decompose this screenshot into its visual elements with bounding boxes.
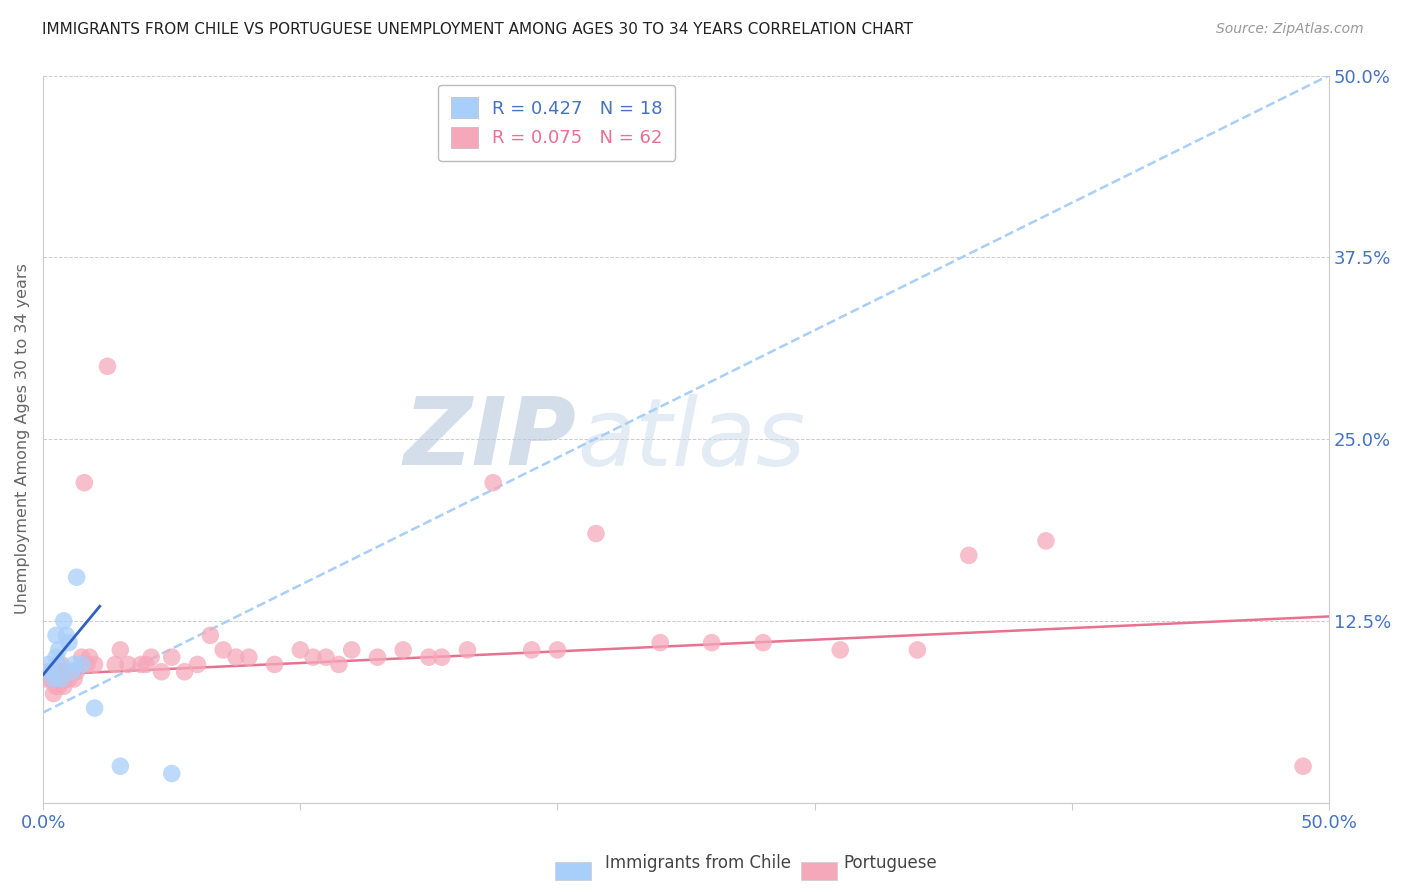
- Point: [135, 657, 157, 672]
- Point: [315, 650, 337, 665]
- Point: [63, 672, 86, 686]
- Point: [52, 679, 75, 693]
- Point: [150, 665, 173, 679]
- Point: [63, 657, 86, 672]
- Point: [65, 665, 87, 679]
- Point: [83, 657, 105, 672]
- Point: [328, 657, 350, 672]
- Point: [957, 549, 980, 563]
- Point: [45, 650, 67, 665]
- Point: [52, 665, 75, 679]
- Point: [51, 672, 73, 686]
- Point: [482, 475, 505, 490]
- Point: [650, 635, 672, 649]
- Point: [110, 643, 132, 657]
- Point: [160, 650, 183, 665]
- Point: [110, 759, 132, 773]
- Text: Source: ZipAtlas.com: Source: ZipAtlas.com: [1216, 22, 1364, 37]
- Point: [200, 628, 222, 642]
- Point: [51, 657, 73, 672]
- Point: [55, 628, 77, 642]
- Point: [546, 643, 568, 657]
- Point: [212, 643, 235, 657]
- Point: [48, 679, 70, 693]
- Point: [48, 643, 70, 657]
- Point: [173, 665, 195, 679]
- Point: [905, 643, 928, 657]
- Point: [117, 657, 139, 672]
- Point: [585, 526, 607, 541]
- Point: [42, 665, 65, 679]
- Text: ZIP: ZIP: [404, 393, 576, 485]
- Point: [76, 657, 98, 672]
- Point: [186, 657, 208, 672]
- Point: [42, 672, 65, 686]
- Point: [1292, 759, 1315, 773]
- Point: [51, 672, 73, 686]
- Point: [83, 701, 105, 715]
- Point: [60, 665, 83, 679]
- Point: [238, 650, 260, 665]
- Point: [79, 650, 101, 665]
- Y-axis label: Unemployment Among Ages 30 to 34 years: Unemployment Among Ages 30 to 34 years: [15, 264, 30, 615]
- Point: [48, 665, 70, 679]
- Point: [366, 650, 388, 665]
- Text: IMMIGRANTS FROM CHILE VS PORTUGUESE UNEMPLOYMENT AMONG AGES 30 TO 34 YEARS CORRE: IMMIGRANTS FROM CHILE VS PORTUGUESE UNEM…: [42, 22, 912, 37]
- Point: [141, 650, 163, 665]
- Point: [48, 657, 70, 672]
- Point: [37, 657, 59, 672]
- Point: [1035, 533, 1057, 548]
- Text: atlas: atlas: [576, 393, 806, 484]
- Point: [39, 665, 62, 679]
- Point: [340, 643, 363, 657]
- Point: [520, 643, 543, 657]
- Point: [263, 657, 285, 672]
- Point: [52, 614, 75, 628]
- Point: [302, 650, 325, 665]
- Point: [70, 650, 93, 665]
- Point: [35, 672, 58, 686]
- Legend: R = 0.427   N = 18, R = 0.075   N = 62: R = 0.427 N = 18, R = 0.075 N = 62: [437, 85, 675, 161]
- Point: [45, 672, 67, 686]
- Point: [290, 643, 312, 657]
- Text: Immigrants from Chile: Immigrants from Chile: [605, 855, 790, 872]
- Point: [392, 643, 415, 657]
- Point: [42, 687, 65, 701]
- Point: [37, 665, 59, 679]
- Point: [58, 665, 80, 679]
- Point: [752, 635, 775, 649]
- Point: [58, 672, 80, 686]
- Point: [160, 766, 183, 780]
- Point: [55, 672, 77, 686]
- Point: [456, 643, 478, 657]
- Point: [430, 650, 453, 665]
- Point: [60, 665, 83, 679]
- Point: [58, 635, 80, 649]
- Point: [73, 475, 96, 490]
- Point: [70, 657, 93, 672]
- Text: Portuguese: Portuguese: [844, 855, 938, 872]
- Point: [418, 650, 440, 665]
- Point: [225, 650, 247, 665]
- Point: [45, 628, 67, 642]
- Point: [104, 657, 127, 672]
- Point: [700, 635, 723, 649]
- Point: [39, 672, 62, 686]
- Point: [45, 679, 67, 693]
- Point: [830, 643, 852, 657]
- Point: [96, 359, 118, 374]
- Point: [129, 657, 152, 672]
- Point: [65, 570, 87, 584]
